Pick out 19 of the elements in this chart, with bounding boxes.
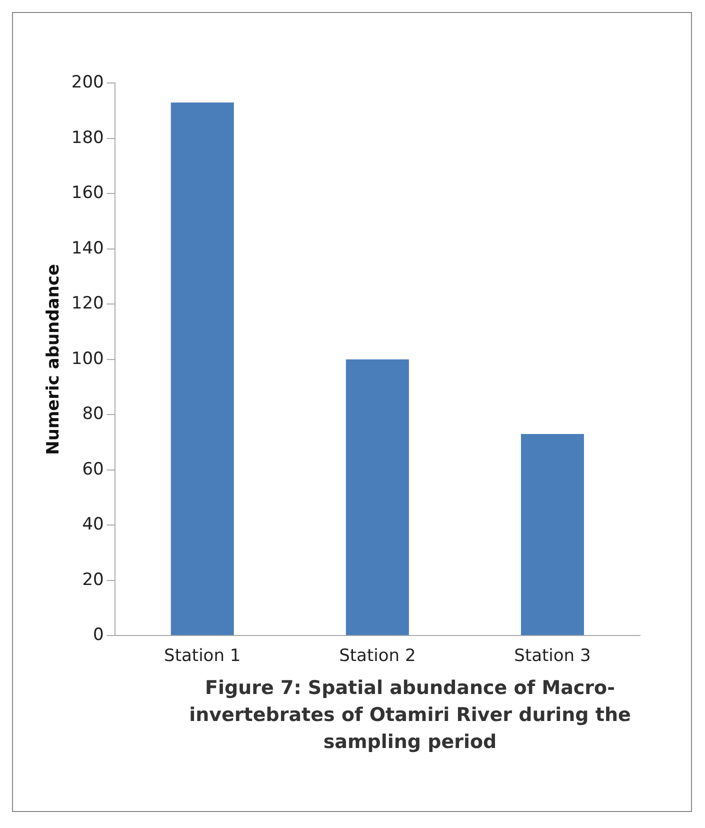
- y-tick-label: 200: [71, 72, 104, 93]
- y-tick-label: 0: [93, 625, 104, 646]
- bar: [170, 102, 234, 636]
- y-tick-label: 160: [71, 183, 104, 204]
- y-tick-label: 20: [82, 570, 104, 590]
- x-tick-label: Station 2: [339, 646, 416, 666]
- y-axis-title: Numeric abundance: [44, 264, 64, 455]
- y-tick-label: 60: [82, 459, 104, 480]
- y-tick-label: 80: [82, 404, 104, 424]
- y-tick-label: 120: [71, 294, 104, 314]
- y-tick-label: 40: [82, 514, 104, 535]
- y-tick-label: 180: [71, 128, 104, 148]
- y-tick-label: 140: [71, 238, 104, 258]
- text: Figure 7: Spatial abundance of Macro-invertebrates of Otamiri River during the sampling period: [188, 676, 632, 755]
- x-tick-label: Station 1: [164, 646, 241, 666]
- x-tick-label: Station 3: [514, 646, 591, 666]
- bar: [346, 359, 409, 636]
- y-tick-label: 100: [71, 348, 104, 369]
- bar: [520, 434, 584, 636]
